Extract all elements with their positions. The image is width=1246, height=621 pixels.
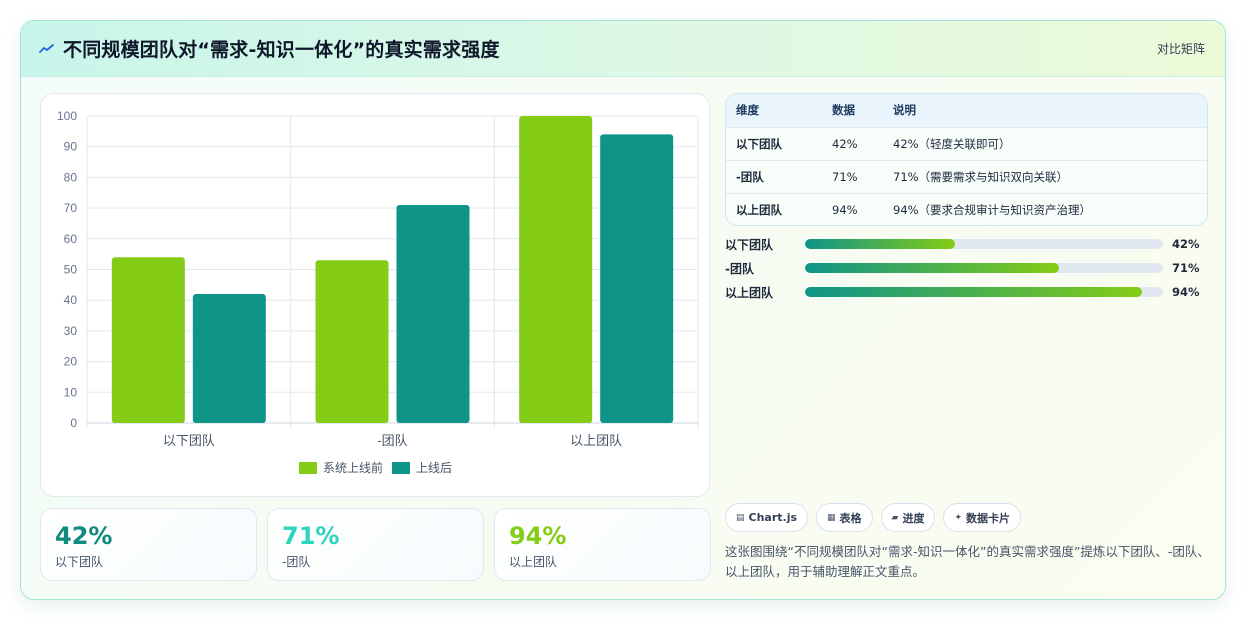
bar (111, 257, 185, 423)
column-header: 维度 (736, 103, 759, 118)
header-tag: 对比矩阵 (1156, 42, 1205, 56)
table-row: -团队 71% 71%（需要需求与知识双向关联） (726, 160, 1207, 193)
bar (396, 205, 470, 423)
progress-fill (805, 239, 956, 249)
table-icon: ▦ (827, 512, 836, 523)
data-table: 维度 数据 说明 以下团队 42% 42%（轻度关联即可） -团队 71% 71… (726, 94, 1207, 225)
x-tick-label: 以上团队 (570, 433, 622, 448)
table-header-row: 维度 数据 说明 (726, 94, 1207, 127)
legend-label: 上线后 (416, 461, 452, 475)
y-tick-label: 90 (64, 140, 78, 154)
legend-swatch (392, 462, 410, 474)
table-cell: 以下团队 (736, 136, 782, 151)
progress-label: 以上团队 (725, 285, 774, 300)
progress-label: 以下团队 (725, 237, 774, 252)
view-chips: ▤ Chart.js ▦ 表格 ▰ 进度 ✦ 数据卡片 (725, 503, 1022, 532)
progress-value: 94% (1172, 285, 1200, 299)
sparkle-icon: ✦ (954, 512, 963, 523)
chip-table[interactable]: ▦ 表格 (816, 503, 873, 532)
y-tick-label: 50 (64, 263, 78, 277)
y-tick-label: 70 (64, 201, 78, 215)
progress-value: 42% (1172, 237, 1200, 251)
progress-track (805, 287, 1163, 297)
card-header: 不同规模团队对“需求-知识一体化”的真实需求强度 对比矩阵 (21, 21, 1225, 77)
table-cell: 94%（要求合规审计与知识资产治理） (893, 202, 1092, 217)
data-table-panel: 维度 数据 说明 以下团队 42% 42%（轻度关联即可） -团队 71% 71… (725, 93, 1208, 226)
legend-swatch (299, 462, 317, 474)
table-cell: 42%（轻度关联即可） (893, 136, 1011, 151)
chip-label: Chart.js (748, 511, 798, 524)
stat-card-large-team: 94% 以上团队 (494, 508, 711, 581)
stat-card-mid-team: 71% -团队 (267, 508, 484, 581)
stat-label: -团队 (282, 555, 311, 569)
bar (600, 134, 674, 424)
bar (519, 116, 593, 423)
column-header: 说明 (893, 103, 916, 118)
bar-chart-panel: 0 10 20 30 40 50 60 70 80 90 100 以下团队 -团队 以上团队系统上线前 上线… (40, 93, 710, 497)
progress-row-mid-team: -团队 71% (725, 261, 1208, 276)
chip-label: 数据卡片 (966, 511, 1011, 525)
y-tick-label: 30 (64, 324, 78, 338)
chart-description: 这张图围绕“不同规模团队对“需求-知识一体化”的真实需求强度”提炼以下团队、-团… (725, 544, 1210, 579)
table-row: 以下团队 42% 42%（轻度关联即可） (726, 127, 1207, 160)
table-cell: 94% (832, 202, 858, 217)
stat-card-small-team: 42% 以下团队 (40, 508, 257, 581)
page-title: 不同规模团队对“需求-知识一体化”的真实需求强度 (63, 39, 500, 61)
table-cell: 以上团队 (736, 202, 782, 217)
chart-icon: ▤ (736, 512, 745, 523)
y-tick-label: 10 (64, 385, 78, 399)
progress-track (805, 263, 1163, 273)
stat-value: 94% (509, 522, 567, 550)
title-wrap: 不同规模团队对“需求-知识一体化”的真实需求强度 (39, 35, 500, 62)
table-cell: 71%（需要需求与知识双向关联） (893, 169, 1069, 184)
y-tick-label: 20 (64, 355, 78, 369)
y-tick-label: 40 (64, 293, 78, 307)
comparison-card: 不同规模团队对“需求-知识一体化”的真实需求强度 对比矩阵 0 10 20 30 40 5… (20, 20, 1226, 600)
progress-row-small-team: 以下团队 42% (725, 237, 1208, 252)
x-tick-label: -团队 (377, 433, 407, 448)
table-cell: 42% (832, 136, 858, 151)
progress-fill (805, 263, 1060, 273)
progress-fill (805, 287, 1142, 297)
bar (192, 294, 266, 423)
y-tick-label: 0 (70, 416, 77, 430)
chip-label: 表格 (839, 511, 862, 525)
progress-icon: ▰ (891, 512, 899, 523)
stat-label: 以上团队 (509, 555, 558, 569)
progress-label: -团队 (725, 261, 754, 276)
bar (315, 260, 389, 423)
progress-value: 71% (1172, 261, 1200, 275)
stat-value: 71% (282, 522, 340, 550)
stat-label: 以下团队 (55, 555, 104, 569)
x-tick-label: 以下团队 (163, 433, 215, 448)
chip-label: 进度 (902, 511, 925, 525)
chip-chartjs[interactable]: ▤ Chart.js (725, 503, 809, 532)
table-row: 以上团队 94% 94%（要求合规审计与知识资产治理） (726, 193, 1207, 225)
chip-progress[interactable]: ▰ 进度 (880, 503, 936, 532)
y-tick-label: 80 (64, 170, 78, 184)
progress-track (805, 239, 1163, 249)
legend-label: 系统上线前 (323, 460, 383, 475)
table-cell: -团队 (736, 169, 764, 184)
chip-data-card[interactable]: ✦ 数据卡片 (943, 503, 1022, 532)
stat-value: 42% (55, 522, 113, 550)
progress-row-large-team: 以上团队 94% (725, 285, 1208, 300)
y-tick-label: 60 (64, 232, 78, 246)
y-tick-label: 100 (57, 109, 77, 123)
table-cell: 71% (832, 169, 858, 184)
sparkline-icon (39, 43, 54, 53)
column-header: 数据 (832, 103, 855, 118)
